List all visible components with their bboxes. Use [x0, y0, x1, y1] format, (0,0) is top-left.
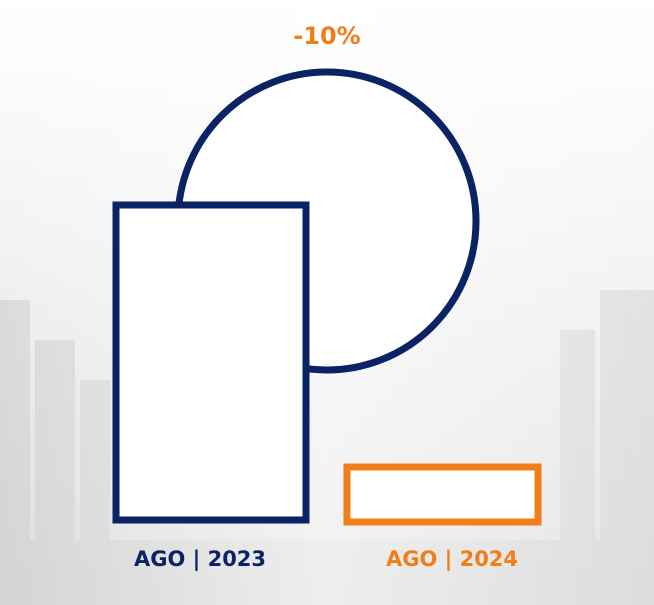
- right-label: AGO | 2024: [386, 547, 518, 572]
- change-label: -10%: [293, 22, 360, 50]
- graphic: -10% AGO | 2023 AGO | 2024: [0, 0, 654, 605]
- left-label: AGO | 2023: [134, 547, 266, 572]
- bar-2023: [116, 205, 306, 520]
- page: -10% AGO | 2023 AGO | 2024 (() => { cons…: [0, 0, 654, 605]
- bar-2024: [347, 467, 538, 522]
